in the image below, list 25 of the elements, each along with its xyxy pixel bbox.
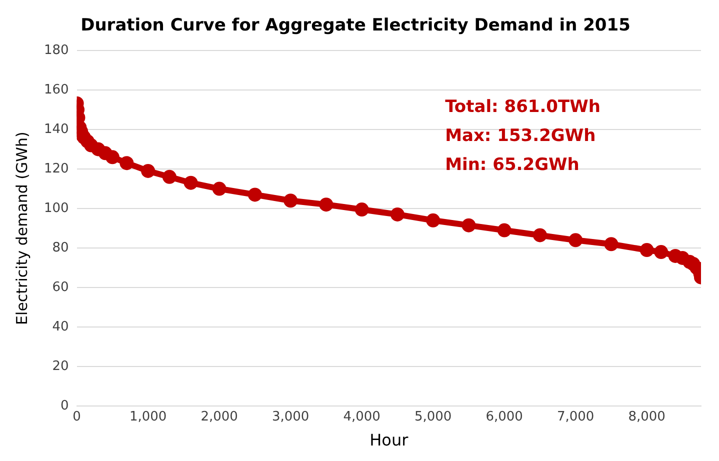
y-tick-label: 20 (52, 359, 69, 374)
x-tick-label: 0 (72, 409, 81, 424)
x-axis-title: Hour (370, 430, 409, 450)
y-axis-title: Electricity demand (GWh) (12, 132, 31, 325)
x-tick-label: 2,000 (200, 409, 238, 424)
y-tick-label: 120 (44, 161, 69, 176)
y-tick-label: 80 (52, 240, 69, 256)
annotation: Max: 153.2GWh (445, 126, 596, 146)
x-tick-label: 6,000 (486, 409, 523, 424)
x-tick-label: 1,000 (129, 409, 167, 424)
y-tick-label: 60 (52, 280, 69, 295)
annotation: Total: 861.0TWh (445, 96, 600, 117)
chart-title: Duration Curve for Aggregate Electricity Demand in 2015 (80, 16, 630, 36)
x-tick-label: 5,000 (414, 409, 452, 424)
x-tick-label: 3,000 (272, 409, 310, 424)
annotation: Min: 65.2GWh (445, 154, 580, 175)
x-tick-label: 7,000 (556, 409, 594, 424)
x-tick-label: 4,000 (343, 409, 380, 424)
y-tick-label: 100 (44, 200, 69, 216)
y-tick-label: 160 (44, 82, 69, 98)
y-tick-label: 40 (52, 320, 69, 335)
y-tick-label: 0 (60, 398, 69, 414)
y-tick-label: 180 (44, 42, 69, 58)
y-tick-label: 140 (44, 122, 69, 137)
x-tick-label: 8,000 (628, 409, 666, 424)
